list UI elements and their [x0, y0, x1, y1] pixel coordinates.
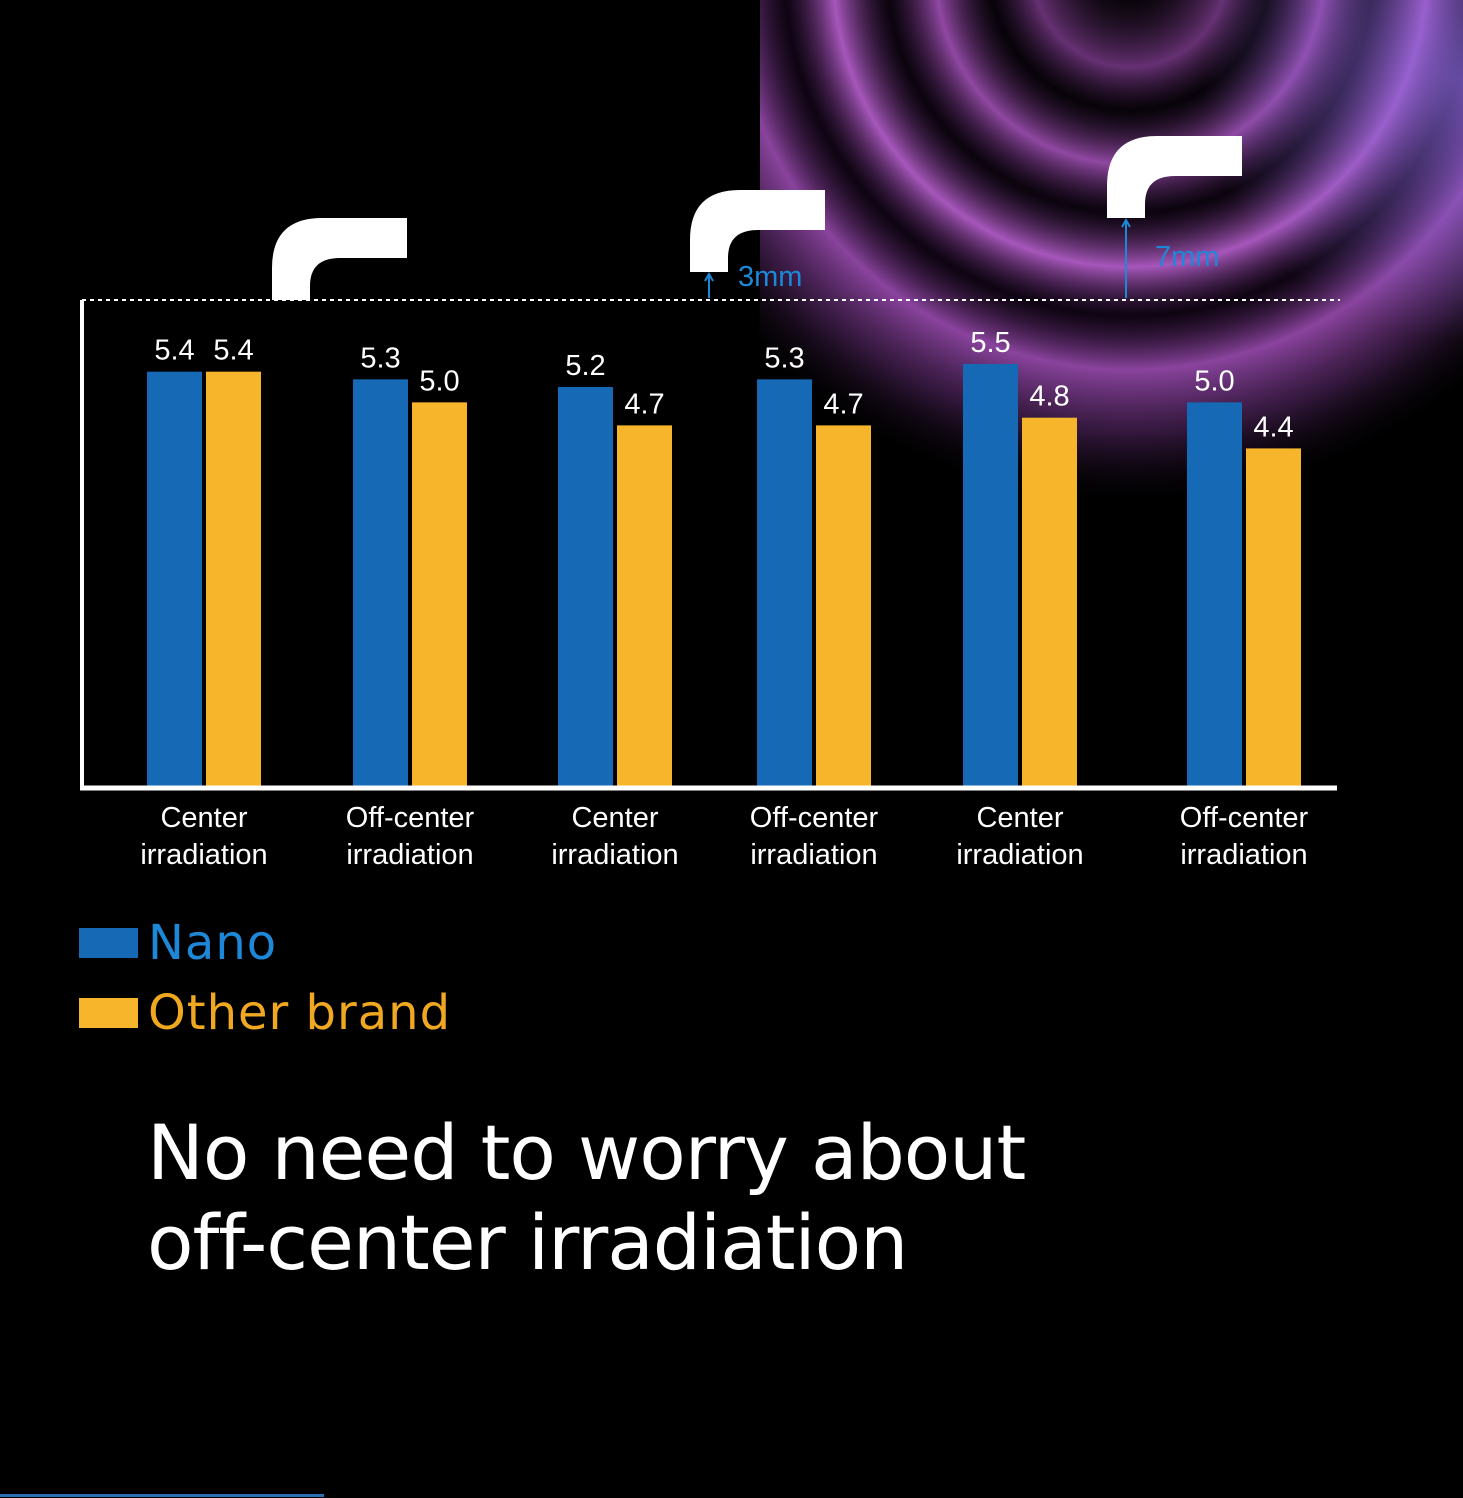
value-label-nano-3: 5.2 [565, 350, 605, 382]
value-label-other-brand-2: 5.0 [419, 365, 459, 397]
category-label-1-line-2: irradiation [140, 839, 267, 871]
category-label-1-line-1: Center [160, 802, 247, 834]
distance-arrowhead-2 [704, 271, 714, 282]
category-labels-group: Center irradiation Off-center irradiation Ce… [140, 802, 1308, 871]
value-labels-group: 5.4 5.3 5.2 5.3 5.5 5.0 5.4 5.0 4.7 4.7 4.8 4.4 [154, 327, 1293, 443]
headline-line-1: No need to worry about [147, 1108, 1026, 1197]
bar-chart: 3mm 7mm 5.4 5.3 5.2 5.3 5.5 5.0 5.4 5.0 4.7 4.7 4.8… [80, 136, 1340, 871]
bar-nano-2 [353, 379, 408, 786]
category-label-2-line-2: irradiation [346, 839, 473, 871]
category-label-5-line-1: Center [976, 802, 1063, 834]
category-label-4-line-1: Off-center [750, 802, 879, 834]
category-label-6-line-2: irradiation [1180, 839, 1307, 871]
bar-other-brand-6 [1246, 448, 1301, 786]
legend: Nano Other brand [79, 912, 451, 1052]
category-label-2-line-1: Off-center [346, 802, 475, 834]
category-label-3-line-1: Center [571, 802, 658, 834]
category-label-5-line-2: irradiation [956, 839, 1083, 871]
legend-item-nano: Nano [79, 912, 451, 974]
bar-other-brand-2 [412, 402, 467, 786]
distance-label-3: 7mm [1155, 241, 1219, 273]
irradiation-tip-2 [690, 190, 825, 272]
bar-nano-4 [757, 379, 812, 786]
bar-other-brand-3 [617, 425, 672, 786]
irradiation-tip-1 [272, 218, 407, 300]
irradiation-tip-3 [1107, 136, 1242, 218]
value-label-nano-5: 5.5 [970, 327, 1010, 359]
bar-other-brand-5 [1022, 417, 1077, 786]
bar-nano-1 [147, 371, 202, 786]
headline-line-2: off-center irradiation [147, 1198, 908, 1287]
value-label-other-brand-5: 4.8 [1029, 381, 1069, 413]
value-label-nano-1: 5.4 [154, 335, 194, 367]
value-label-nano-4: 5.3 [764, 342, 804, 374]
legend-label-other-brand: Other brand [148, 985, 452, 1041]
category-label-6-line-1: Off-center [1180, 802, 1309, 834]
bottom-accent-line [0, 1494, 324, 1497]
legend-swatch-nano [79, 928, 138, 958]
value-label-nano-6: 5.0 [1194, 365, 1234, 397]
bar-other-brand-1 [206, 371, 261, 786]
value-label-other-brand-4: 4.7 [823, 388, 863, 420]
irradiation-tips: 3mm 7mm [272, 136, 1242, 300]
headline: No need to worry about off-center irradi… [147, 1108, 1026, 1288]
legend-label-nano: Nano [148, 915, 278, 971]
bars-group [147, 364, 1301, 786]
value-label-nano-2: 5.3 [360, 342, 400, 374]
distance-arrowhead-3 [1121, 217, 1131, 228]
bar-other-brand-4 [816, 425, 871, 786]
value-label-other-brand-3: 4.7 [624, 388, 664, 420]
category-label-3-line-2: irradiation [551, 839, 678, 871]
distance-label-2: 3mm [738, 261, 802, 293]
bar-nano-6 [1187, 402, 1242, 786]
bar-nano-3 [558, 387, 613, 786]
legend-item-other-brand: Other brand [79, 982, 451, 1044]
legend-swatch-other-brand [79, 998, 138, 1028]
category-label-4-line-2: irradiation [750, 839, 877, 871]
value-label-other-brand-6: 4.4 [1253, 411, 1293, 443]
value-label-other-brand-1: 5.4 [213, 335, 253, 367]
bar-nano-5 [963, 364, 1018, 786]
